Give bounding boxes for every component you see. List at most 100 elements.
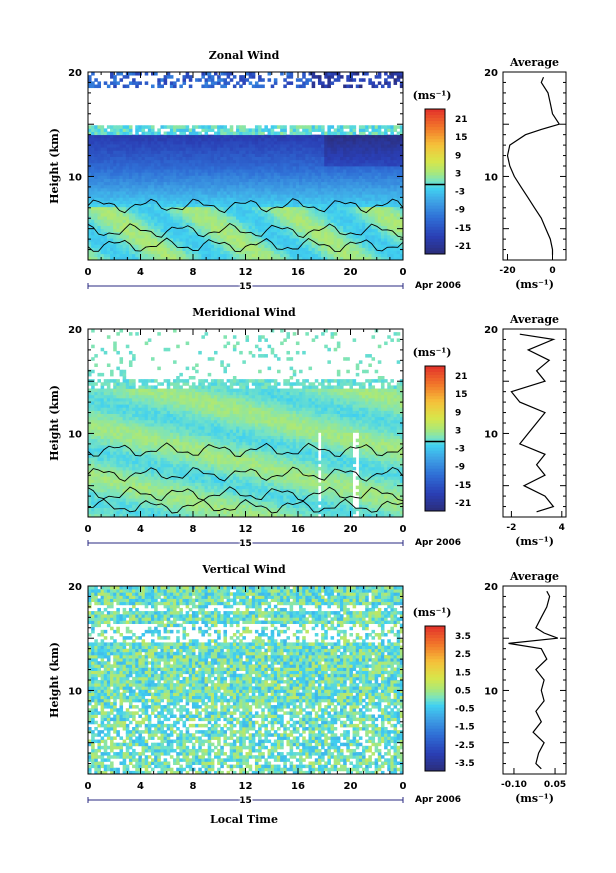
heatmap-cell xyxy=(195,209,199,214)
heatmap-cell xyxy=(207,75,212,79)
heatmap-cell xyxy=(94,451,98,455)
heatmap-cell xyxy=(94,84,98,89)
heatmap-cell xyxy=(110,219,114,223)
heatmap-cell xyxy=(365,256,369,261)
heatmap-cell xyxy=(128,231,133,236)
heatmap-cell xyxy=(346,162,350,167)
heatmap-cell xyxy=(169,181,174,186)
heatmap-cell xyxy=(119,250,124,255)
heatmap-cell xyxy=(198,184,202,189)
heatmap-cell xyxy=(97,194,101,198)
heatmap-cell xyxy=(295,78,300,82)
heatmap-cell xyxy=(185,209,190,214)
heatmap-cell xyxy=(321,184,325,189)
heatmap-cell xyxy=(223,137,227,142)
heatmap-cell xyxy=(176,200,180,204)
heatmap-cell xyxy=(103,498,108,502)
heatmap-cell xyxy=(258,169,262,173)
heatmap-cell xyxy=(169,156,174,161)
heatmap-cell xyxy=(368,156,372,161)
heatmap-cell xyxy=(362,153,366,157)
heatmap-cell xyxy=(100,347,105,352)
heatmap-cell xyxy=(135,253,139,258)
heatmap-cell xyxy=(138,197,142,201)
heatmap-cell xyxy=(151,216,155,220)
heatmap-cell xyxy=(88,147,92,151)
heatmap-cell xyxy=(248,134,253,139)
heatmap-cell xyxy=(286,147,290,151)
heatmap-cell xyxy=(254,241,259,245)
heatmap-cell xyxy=(374,128,379,132)
heatmap-cell xyxy=(371,162,376,167)
heatmap-cell xyxy=(349,159,353,164)
heatmap-cell xyxy=(327,166,331,170)
heatmap-cell xyxy=(343,213,347,217)
heatmap-cell xyxy=(119,216,124,220)
heatmap-cell xyxy=(106,184,111,189)
heatmap-cell xyxy=(302,75,306,79)
heatmap-cell xyxy=(157,228,161,233)
heatmap-cell xyxy=(103,184,108,189)
heatmap-cell xyxy=(179,184,183,189)
heatmap-cell xyxy=(267,234,272,239)
heatmap-cell xyxy=(258,244,262,248)
heatmap-cell xyxy=(321,228,325,233)
heatmap-cell xyxy=(352,250,357,255)
heatmap-cell xyxy=(355,194,360,198)
heatmap-cell xyxy=(346,194,350,198)
heatmap-cell xyxy=(289,228,294,233)
heatmap-cell xyxy=(100,495,105,499)
heatmap-cell xyxy=(207,134,212,139)
heatmap-cell xyxy=(132,175,136,179)
heatmap-cell xyxy=(261,150,265,154)
heatmap-cell xyxy=(229,238,234,242)
heatmap-cell xyxy=(91,234,95,239)
heatmap-cell xyxy=(365,200,369,204)
colorbar-tick-label: -9 xyxy=(455,206,465,216)
heatmap-cell xyxy=(336,156,341,161)
heatmap-cell xyxy=(163,219,168,223)
heatmap-cell xyxy=(317,156,322,161)
heatmap-cell xyxy=(343,191,347,195)
heatmap-cell xyxy=(371,175,376,179)
heatmap-cell xyxy=(311,247,316,251)
heatmap-cell xyxy=(239,178,243,183)
heatmap-cell xyxy=(147,153,152,157)
heatmap-cell xyxy=(132,156,136,161)
heatmap-cell xyxy=(163,156,168,161)
heatmap-cell xyxy=(258,153,262,157)
heatmap-cell xyxy=(393,197,398,201)
heatmap-cell xyxy=(160,184,164,189)
heatmap-cell xyxy=(273,219,278,223)
heatmap-cell xyxy=(371,153,376,157)
heatmap-cell xyxy=(317,219,322,223)
average-line xyxy=(506,76,561,255)
heatmap-cell xyxy=(239,241,243,245)
heatmap-cell xyxy=(91,228,95,233)
heatmap-cell xyxy=(236,256,240,261)
heatmap-cell xyxy=(232,231,237,236)
heatmap-cell xyxy=(103,510,108,515)
heatmap-cell xyxy=(94,247,98,251)
heatmap-cell xyxy=(277,178,281,183)
heatmap-cell xyxy=(154,147,158,151)
heatmap-cell xyxy=(311,222,316,226)
heatmap-cell xyxy=(258,216,262,220)
heatmap-cell xyxy=(336,209,341,214)
heatmap-cell xyxy=(261,169,265,173)
heatmap-cell xyxy=(254,178,259,183)
heatmap-cell xyxy=(119,244,124,248)
heatmap-cell xyxy=(97,203,101,208)
heatmap-cell xyxy=(176,250,180,255)
heatmap-cell xyxy=(135,169,139,173)
colorbar-swatch xyxy=(425,124,445,128)
heatmap-cell xyxy=(144,166,149,170)
heatmap-cell xyxy=(384,184,388,189)
heatmap-cell xyxy=(91,416,95,421)
heatmap-cell xyxy=(94,209,98,214)
heatmap-cell xyxy=(248,128,253,132)
heatmap-cell xyxy=(358,203,363,208)
heatmap-cell xyxy=(377,197,382,201)
heatmap-cell xyxy=(91,435,95,440)
heatmap-cell xyxy=(125,187,130,192)
